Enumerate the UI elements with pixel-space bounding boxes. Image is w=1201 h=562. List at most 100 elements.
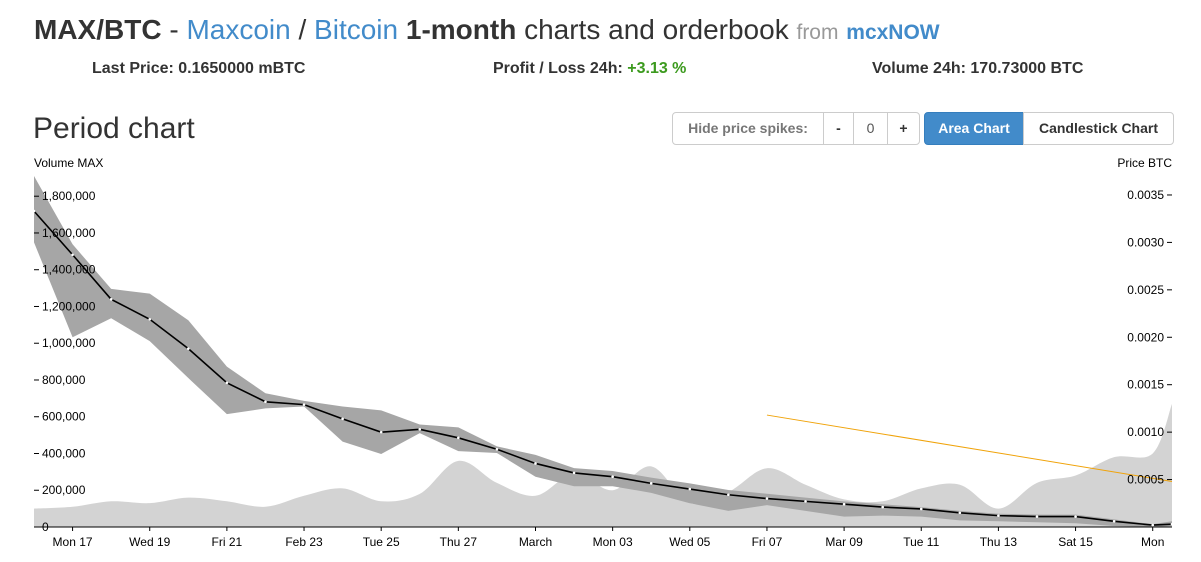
title-suffix: charts and orderbook — [516, 14, 797, 45]
left-axis-ticks: 0 200,000 400,000 600,000 800,000 1,000,000 1,… — [34, 189, 96, 534]
section-title: Period chart — [33, 112, 195, 145]
price-point — [572, 471, 576, 475]
price-point — [264, 400, 267, 404]
right-axis-ticks: 0.0005 0.0010 0.0015 0.0020 0.0025 0.0030 0.00… — [1127, 188, 1172, 487]
price-range-band — [34, 176, 1172, 527]
last-price-label: Last Price: — [92, 60, 174, 77]
price-point — [148, 317, 152, 321]
last-price-value: 0.1650000 mBTC — [178, 60, 306, 77]
price-point — [379, 430, 383, 434]
price-point — [1170, 522, 1174, 526]
x-tick-label: Mon 17 — [53, 535, 93, 549]
right-tick-label: 0.0030 — [1127, 235, 1164, 249]
price-point — [71, 253, 74, 257]
right-tick-label: 0.0020 — [1127, 330, 1164, 344]
left-axis-title: Volume MAX — [34, 156, 103, 170]
x-tick-label: Fri 21 — [212, 535, 243, 549]
price-point — [881, 505, 884, 509]
hide-spikes-label: Hide price spikes: — [672, 112, 824, 145]
left-tick-label: 800,000 — [42, 373, 86, 387]
x-tick-label: Wed 05 — [669, 535, 710, 549]
right-axis-title: Price BTC — [1117, 156, 1172, 170]
title-slash: / — [290, 14, 315, 45]
left-tick-label: 600,000 — [42, 410, 86, 424]
profit-loss-stat: Profit / Loss 24h: +3.13 % — [493, 60, 686, 78]
price-point — [1112, 520, 1116, 523]
volume-stat: Volume 24h: 170.73000 BTC — [872, 60, 1083, 78]
x-tick-label: Fri 07 — [752, 535, 783, 549]
x-tick-label: Feb 23 — [285, 535, 323, 549]
source-exchange-link[interactable]: mcxNOW — [846, 21, 940, 44]
page-title: MAX/BTC - Maxcoin / Bitcoin 1-month char… — [34, 12, 940, 51]
left-tick-label: 1,400,000 — [42, 263, 96, 277]
price-point — [225, 381, 229, 385]
area-chart-button[interactable]: Area Chart — [924, 112, 1024, 145]
price-point — [1035, 515, 1039, 518]
profit-loss-label: Profit / Loss 24h: — [493, 60, 623, 77]
price-point — [457, 436, 460, 440]
period-label: 1-month — [405, 14, 517, 45]
right-tick-label: 0.0005 — [1127, 473, 1164, 487]
right-tick-label: 0.0035 — [1127, 188, 1164, 202]
price-point — [649, 482, 653, 485]
x-tick-label: Sat 15 — [1058, 535, 1093, 549]
title-from: from — [796, 21, 839, 44]
price-point — [997, 514, 1000, 517]
left-tick-label: 0 — [42, 520, 49, 534]
x-tick-label: Thu 27 — [440, 535, 478, 549]
price-point — [842, 502, 846, 506]
x-tick-label: Mon 03 — [593, 535, 633, 549]
spikes-decrease-button[interactable]: - — [823, 112, 854, 145]
x-tick-label: Mar 09 — [825, 535, 863, 549]
x-tick-label: March — [519, 535, 552, 549]
x-tick-label: Thu 13 — [980, 535, 1018, 549]
price-point — [341, 417, 344, 421]
price-point — [187, 347, 190, 350]
price-point — [418, 427, 422, 431]
left-tick-label: 1,800,000 — [42, 189, 96, 203]
left-tick-label: 1,200,000 — [42, 299, 96, 313]
price-point — [804, 500, 807, 503]
price-point — [1074, 515, 1077, 518]
x-axis-ticks: Mon 17 Wed 19 Fri 21 Feb 23 Tue 25 Thu 27 Marc… — [53, 527, 1164, 549]
spikes-value-field[interactable]: 0 — [853, 112, 888, 145]
left-tick-label: 1,000,000 — [42, 336, 96, 350]
price-point — [919, 507, 923, 511]
x-tick-label: Tue 11 — [903, 535, 939, 549]
title-dash: - — [161, 14, 187, 45]
last-price-stat: Last Price: 0.1650000 mBTC — [92, 60, 305, 78]
price-point — [109, 298, 113, 301]
left-tick-label: 400,000 — [42, 446, 86, 460]
trend-line — [766, 414, 1173, 482]
left-tick-label: 200,000 — [42, 483, 86, 497]
right-tick-label: 0.0015 — [1127, 378, 1164, 392]
period-chart: Volume MAX Price BTC Mon 17 Wed 19 Fri 21 F… — [32, 156, 1174, 549]
x-tick-label: Tue 25 — [363, 535, 400, 549]
price-point — [765, 497, 769, 500]
quote-coin-link[interactable]: Bitcoin — [314, 14, 399, 45]
volume-area — [34, 403, 1172, 527]
right-tick-label: 0.0025 — [1127, 283, 1164, 297]
price-point — [32, 209, 36, 213]
price-point — [611, 475, 614, 479]
profit-loss-value: +3.13 % — [627, 60, 687, 77]
volume-value: 170.73000 BTC — [970, 60, 1084, 77]
base-coin-link[interactable]: Maxcoin — [186, 14, 291, 45]
price-point — [1151, 523, 1155, 527]
stats-bar: Last Price: 0.1650000 mBTC Profit / Loss… — [0, 60, 1201, 82]
price-points — [32, 209, 1174, 527]
candlestick-chart-button[interactable]: Candlestick Chart — [1023, 112, 1174, 145]
price-point — [688, 487, 692, 491]
x-tick-label: Wed 19 — [129, 535, 170, 549]
price-point — [534, 462, 537, 465]
pair-symbol: MAX/BTC — [34, 14, 162, 45]
volume-label: Volume 24h: — [872, 60, 966, 77]
price-point — [302, 403, 306, 406]
price-point — [495, 447, 499, 451]
right-tick-label: 0.0010 — [1127, 425, 1164, 439]
x-tick-label: Mon — [1141, 535, 1164, 549]
price-point — [958, 511, 962, 515]
price-point — [727, 493, 730, 497]
spikes-increase-button[interactable]: + — [887, 112, 920, 145]
left-tick-label: 1,600,000 — [42, 226, 96, 240]
